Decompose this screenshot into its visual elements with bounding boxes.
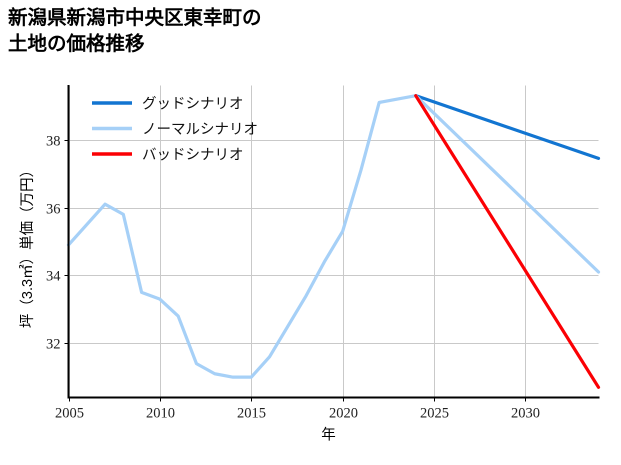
y-axis-title: 坪（3.3㎡）単価（万円） [19, 163, 36, 328]
legend-label-2[interactable]: ノーマルシナリオ [142, 122, 258, 138]
y-tick-label: 34 [46, 269, 61, 285]
x-axis-title: 年 [321, 427, 336, 444]
y-tick-label: 32 [46, 337, 61, 353]
x-tick-label: 2005 [55, 406, 84, 422]
axis-ticks: 32 34 36 38 2005 2010 2015 2020 2025 2030 [46, 134, 540, 422]
x-tick-label: 2015 [237, 406, 266, 422]
x-tick-label: 2010 [146, 406, 175, 422]
x-tick-label: 2020 [329, 406, 358, 422]
series-line-1 [414, 94, 601, 161]
y-tick-label: 38 [46, 134, 61, 150]
axis-titles: 年 坪（3.3㎡）単価（万円） [19, 163, 336, 444]
axis-spines [67, 85, 600, 399]
series-layer [66, 94, 601, 389]
grid-layer [68, 85, 599, 398]
legend-label-1[interactable]: グッドシナリオ [142, 96, 244, 113]
legend-label-3[interactable]: バッドシナリオ [142, 148, 244, 164]
series-line-2 [66, 94, 601, 379]
x-tick-label: 2030 [511, 406, 540, 422]
y-tick-label: 36 [46, 202, 61, 218]
x-tick-label: 2025 [420, 406, 449, 422]
series-line-3 [414, 94, 601, 389]
page-title: 新潟県新潟市中央区東幸町の 土地の価格推移 [8, 7, 262, 55]
